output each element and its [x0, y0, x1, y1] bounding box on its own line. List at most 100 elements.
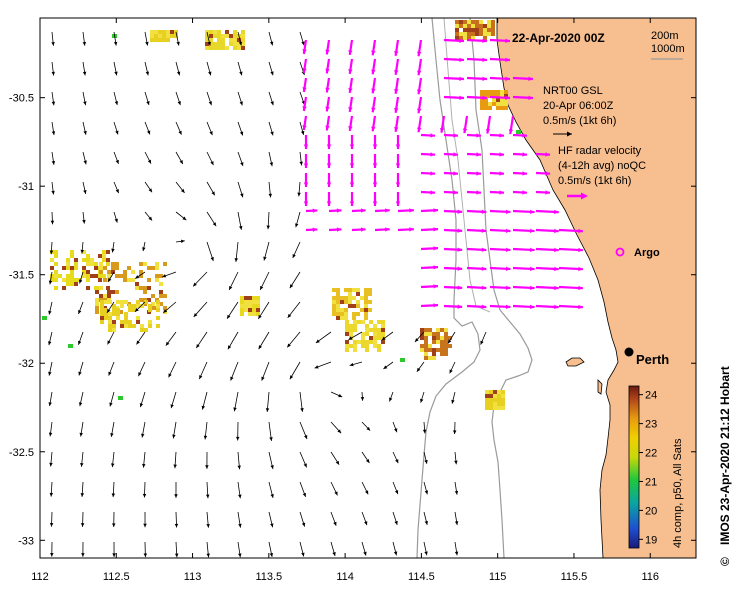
current-arrow-head	[48, 371, 52, 376]
current-arrow-head	[240, 193, 244, 198]
sst-pixel	[444, 332, 448, 336]
sst-pixel	[82, 270, 86, 274]
hf-arrow-head	[530, 228, 535, 234]
sst-pixel	[364, 296, 368, 300]
sst-pixel	[444, 328, 448, 332]
sst-pixel	[131, 270, 135, 274]
current-arrow-head	[269, 41, 274, 46]
sst-pixel	[95, 298, 99, 302]
current-arrow-head	[193, 313, 198, 317]
sst-pixel	[151, 302, 155, 306]
sst-pixel	[336, 300, 340, 304]
sst-pixel	[252, 312, 256, 316]
colorbar	[628, 385, 640, 549]
hf-arrow-head	[430, 152, 435, 157]
hf-arrow-head	[481, 266, 487, 271]
sst-pixel	[365, 332, 369, 336]
current-arrow-head	[83, 190, 87, 194]
sst-pixel	[471, 28, 475, 32]
sst-pixel	[209, 38, 213, 42]
sst-pixel	[139, 298, 143, 302]
sst-pixel	[377, 332, 381, 336]
sst-pixel	[459, 32, 463, 36]
hf-arrow-head	[482, 76, 487, 81]
sst-pixel	[86, 258, 90, 262]
sst-pixel	[356, 288, 360, 292]
contour-1000m	[416, 18, 481, 558]
x-axis: 112 112.5 113 113.5 114 114.5 115 115.5 116	[31, 18, 659, 583]
sst-pixel	[112, 312, 116, 316]
sst-pixel	[54, 278, 58, 282]
hf-legend-line-2: (4-12h avg) noQC	[558, 160, 646, 172]
hf-arrow-head	[482, 57, 487, 62]
sst-pixel	[356, 304, 360, 308]
x-tick-label: 112	[31, 571, 49, 583]
current-arrow-head	[114, 218, 118, 223]
sst-pixel	[225, 30, 229, 34]
sst-pixel	[82, 266, 86, 270]
sst-pixel	[444, 340, 448, 344]
sst-pixel	[340, 296, 344, 300]
sst-pixel	[86, 286, 90, 290]
sst-pixel	[241, 42, 245, 46]
sst-pixel	[377, 344, 381, 348]
sst-pixel	[455, 28, 459, 32]
sst-pixel	[119, 274, 123, 278]
current-arrow-head	[394, 520, 398, 525]
hf-arrow-head	[499, 133, 504, 138]
sst-pixel	[66, 266, 70, 270]
sst-pixel	[115, 290, 119, 294]
sst-pixel	[135, 282, 139, 286]
hf-arrow-head	[326, 182, 332, 187]
sst-pixel	[348, 300, 352, 304]
sst-pixel	[103, 266, 107, 270]
hf-arrow-head	[554, 247, 559, 253]
current-arrow-head	[178, 130, 182, 135]
sst-pixel	[120, 324, 124, 328]
sst-pixel	[128, 320, 132, 324]
sst-pixel	[356, 312, 360, 316]
sst-pixel	[373, 324, 377, 328]
sst-pixel	[156, 324, 160, 328]
current-arrow-head	[424, 490, 429, 495]
current-arrow-head	[163, 309, 168, 313]
sst-pixel	[489, 390, 493, 394]
sst-pixel	[244, 304, 248, 308]
hf-arrow-head	[395, 163, 401, 168]
sst-pixel	[373, 336, 377, 340]
sst-pixel	[144, 328, 148, 332]
sst-pixel	[54, 286, 58, 290]
hf-arrow-head	[476, 152, 481, 157]
sst-pixel	[256, 296, 260, 300]
sst-pixel	[156, 304, 160, 308]
sst-pixel	[493, 398, 497, 402]
hf-arrow-head	[457, 266, 463, 271]
sst-pixel	[436, 328, 440, 332]
current-arrow-head	[51, 71, 55, 76]
current-arrow-head	[234, 258, 239, 262]
sst-pixel	[484, 102, 488, 106]
sst-pixel	[118, 396, 123, 400]
current-arrow-head	[111, 493, 116, 498]
sst-pixel	[233, 42, 237, 46]
hf-arrow-head	[522, 171, 527, 176]
hf-arrow-head	[505, 247, 511, 252]
sst-pixel	[221, 46, 225, 50]
sst-pixel	[102, 254, 106, 258]
current-arrow-head	[110, 433, 114, 437]
sst-pixel	[148, 320, 152, 324]
hf-arrow-head	[481, 304, 487, 309]
sst-pixel	[420, 348, 424, 352]
sst-pixel	[95, 310, 99, 314]
current-arrow-head	[394, 428, 398, 433]
sst-pixel	[344, 296, 348, 300]
sst-pixel	[463, 28, 467, 32]
current-arrow-head	[416, 367, 421, 372]
hf-arrow-head	[409, 227, 414, 232]
current-arrow-head	[49, 523, 54, 527]
sst-pixel	[361, 336, 365, 340]
hf-arrow-head	[302, 49, 307, 54]
current-arrow-head	[303, 463, 307, 468]
sst-pixel	[116, 316, 120, 320]
hf-arrow-head	[459, 76, 464, 81]
